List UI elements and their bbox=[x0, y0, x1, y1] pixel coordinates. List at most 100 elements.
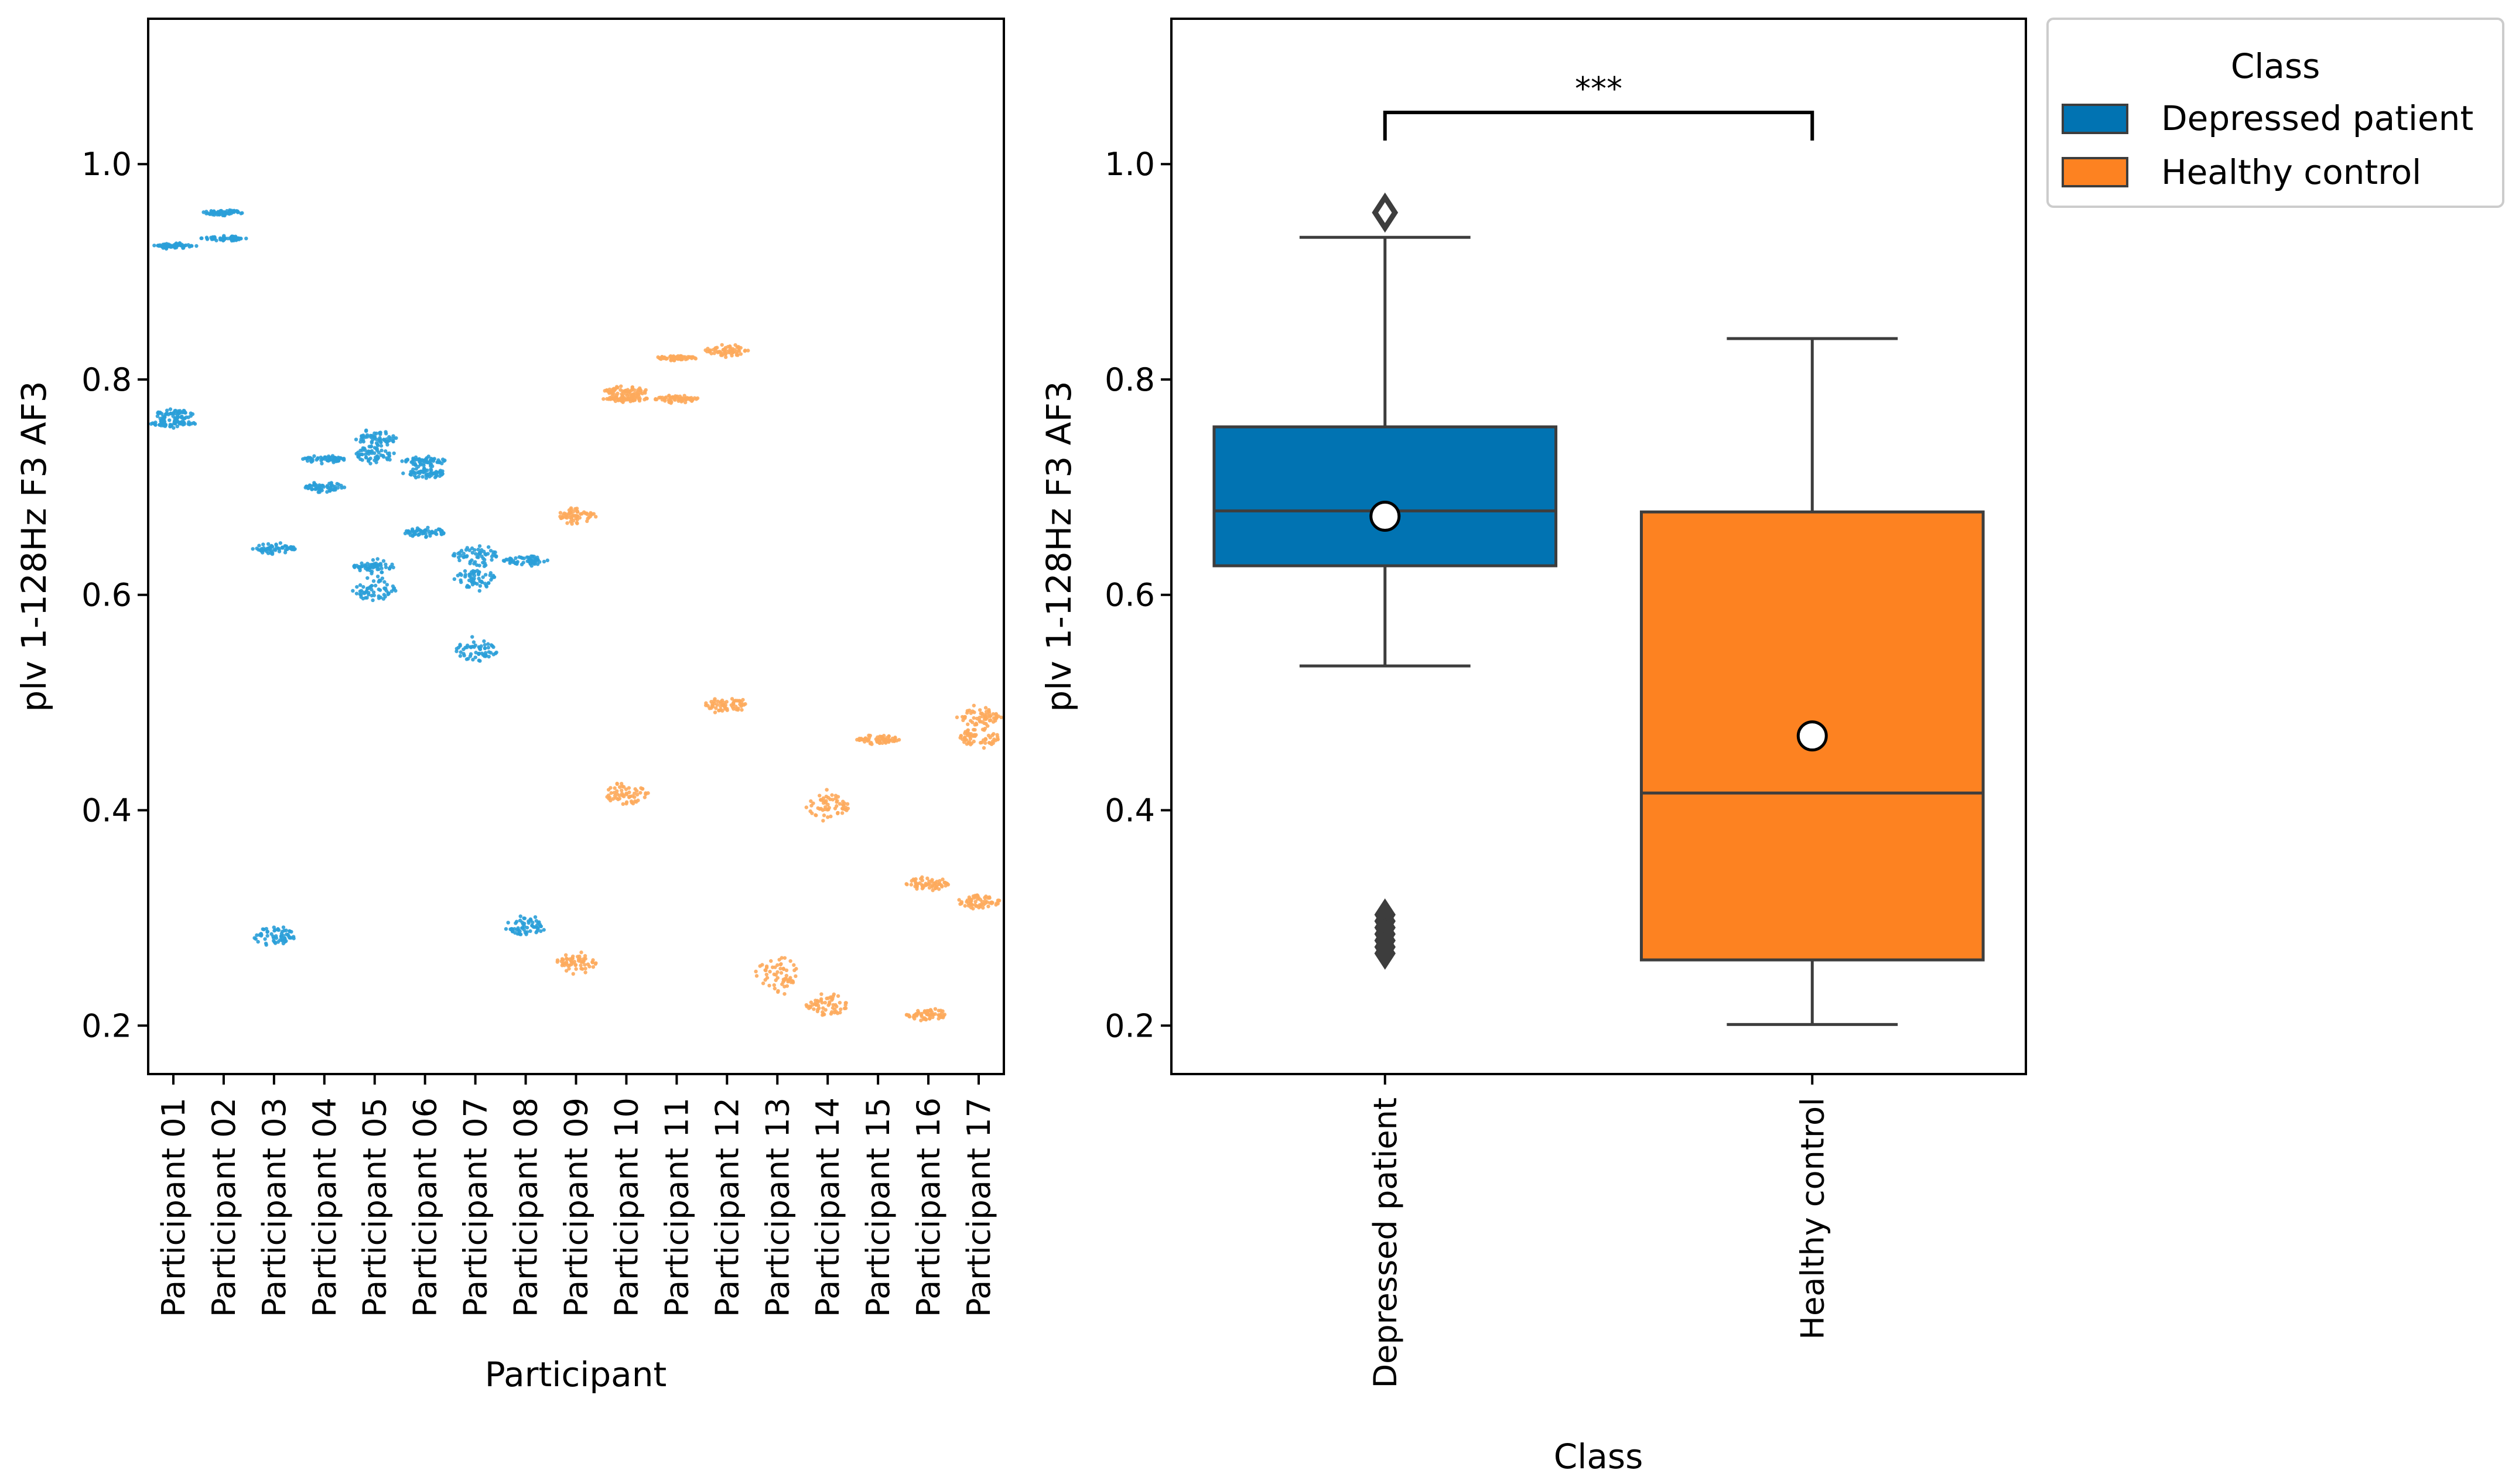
swarm-point bbox=[586, 962, 590, 966]
swarm-point bbox=[472, 576, 476, 580]
swarm-point bbox=[616, 391, 620, 396]
swarm-point bbox=[411, 528, 415, 533]
swarm-point bbox=[929, 1010, 934, 1014]
swarm-point bbox=[732, 707, 736, 711]
swarm-point bbox=[978, 708, 982, 712]
swarm-point bbox=[535, 562, 540, 566]
swarm-point bbox=[931, 888, 935, 893]
swarm-point bbox=[424, 534, 429, 539]
swarm-point bbox=[561, 513, 565, 517]
swarm-point bbox=[482, 639, 486, 644]
swarm-point bbox=[501, 559, 506, 563]
swarm-x-tick-label: Participant 15 bbox=[860, 1097, 897, 1317]
swarm-point bbox=[377, 578, 382, 583]
swarm-point bbox=[577, 954, 582, 959]
swarm-point bbox=[483, 646, 487, 651]
swarm-point bbox=[379, 440, 383, 444]
swarm-point bbox=[475, 555, 479, 559]
swarm-point bbox=[986, 904, 990, 908]
swarm-point bbox=[579, 966, 583, 971]
swarm-point bbox=[463, 569, 467, 573]
swarm-point bbox=[679, 357, 684, 361]
swarm-point bbox=[522, 921, 527, 926]
swarm-point bbox=[158, 423, 162, 427]
swarm-point bbox=[918, 881, 922, 885]
swarm-point bbox=[754, 974, 759, 978]
swarm-point bbox=[384, 449, 388, 453]
swarm-point bbox=[528, 929, 532, 934]
swarm-point bbox=[782, 991, 787, 996]
swarm-point bbox=[385, 452, 390, 456]
box-y-tick-label: 0.6 bbox=[1105, 577, 1155, 614]
box-x-ticks: Depressed patient Healthy control bbox=[1367, 1074, 1831, 1388]
swarm-point bbox=[435, 532, 439, 536]
swarm-point bbox=[252, 936, 257, 940]
swarm-y-tick-label: 1.0 bbox=[81, 146, 132, 183]
swarm-point bbox=[567, 966, 571, 971]
swarm-point bbox=[991, 720, 996, 724]
swarm-point bbox=[183, 411, 187, 415]
swarm-point bbox=[821, 819, 825, 823]
swarm-point bbox=[914, 877, 918, 881]
swarm-point bbox=[353, 565, 357, 569]
swarm-point bbox=[804, 1003, 809, 1007]
swarm-point bbox=[640, 787, 645, 791]
swarm-point bbox=[190, 412, 195, 416]
swarm-point bbox=[523, 931, 528, 935]
swarm-point bbox=[624, 787, 628, 791]
swarm-point bbox=[920, 1014, 924, 1018]
swarm-point bbox=[621, 802, 625, 806]
swarm-point bbox=[632, 398, 636, 402]
swarm-point bbox=[244, 236, 248, 241]
swarm-point bbox=[426, 529, 430, 534]
outlier-marker bbox=[1372, 192, 1399, 233]
swarm-point bbox=[703, 348, 708, 353]
swarm-point bbox=[734, 707, 739, 712]
swarm-point bbox=[579, 960, 583, 964]
swarm-point bbox=[425, 472, 429, 476]
swarm-point bbox=[994, 713, 998, 717]
swarm-point bbox=[833, 806, 838, 811]
swarm-point bbox=[638, 791, 642, 795]
swarm-point bbox=[481, 560, 485, 565]
swarm-point bbox=[184, 415, 189, 419]
swarm-point bbox=[929, 880, 934, 884]
legend-frame bbox=[2046, 18, 2504, 208]
swarm-point bbox=[920, 875, 924, 880]
swarm-x-tick-label: Participant 06 bbox=[407, 1097, 444, 1317]
swarm-point bbox=[423, 528, 428, 533]
swarm-point bbox=[715, 346, 719, 350]
swarm-point bbox=[723, 350, 727, 354]
swarm-point bbox=[937, 1008, 941, 1013]
swarm-point bbox=[708, 349, 712, 353]
swarm-point bbox=[512, 926, 517, 931]
swarm-point bbox=[975, 722, 979, 727]
swarm-point bbox=[459, 553, 463, 558]
swarm-point bbox=[463, 575, 467, 579]
swarm-point bbox=[187, 420, 191, 424]
swarm-point bbox=[382, 593, 387, 597]
swarm-point bbox=[323, 456, 327, 460]
swarm-point bbox=[674, 356, 678, 360]
swarm-point bbox=[607, 390, 611, 394]
swarm-point bbox=[333, 456, 337, 460]
swarm-point bbox=[170, 245, 174, 249]
swarm-point bbox=[371, 558, 375, 562]
swarm-point bbox=[564, 969, 569, 973]
swarm-x-tick-label: Participant 01 bbox=[155, 1097, 192, 1317]
swarm-point bbox=[743, 702, 747, 706]
swarm-point bbox=[779, 971, 784, 975]
swarm-point bbox=[717, 709, 721, 713]
swarm-point bbox=[218, 236, 223, 240]
swarm-point bbox=[407, 531, 411, 535]
swarm-point bbox=[575, 510, 579, 514]
swarm-point bbox=[257, 548, 261, 552]
swarm-point bbox=[958, 902, 962, 906]
swarm-point bbox=[961, 737, 965, 741]
swarm-point bbox=[583, 966, 587, 971]
swarm-group-participant-12 bbox=[703, 343, 750, 714]
swarm-point bbox=[488, 549, 493, 553]
swarm-point bbox=[893, 736, 897, 740]
swarm-point bbox=[838, 1010, 842, 1015]
swarm-y-tick-label: 0.8 bbox=[81, 361, 132, 398]
